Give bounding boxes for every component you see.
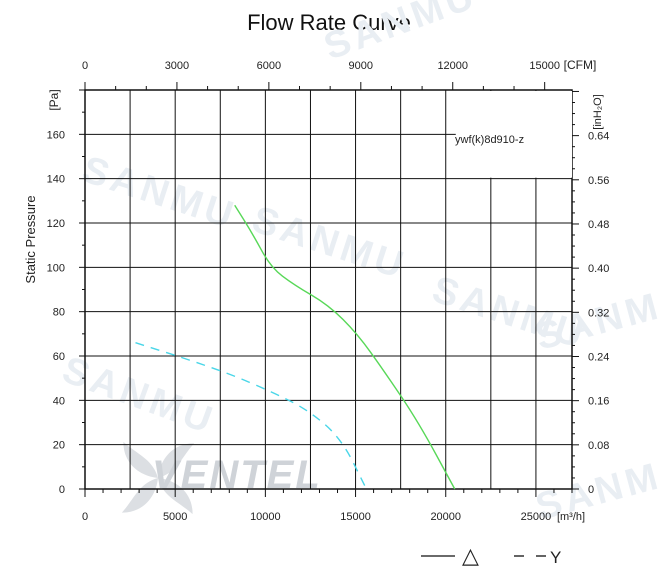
y-tick-label: 20	[53, 440, 65, 452]
y-tick-label: 160	[47, 129, 65, 141]
x2-tick-label: 15000	[529, 60, 560, 72]
y-tick-label: 140	[47, 174, 65, 186]
ventel-logo: VENTEL	[121, 441, 322, 515]
x2-tick-label: 3000	[165, 60, 189, 72]
ventel-wordmark: VENTEL	[152, 453, 322, 497]
model-label: ywf(k)8d910-z	[455, 134, 524, 146]
series-triangle-line	[234, 204, 456, 490]
grid-lines	[85, 90, 572, 489]
y-axis-title: Static Pressure	[23, 195, 38, 283]
y2-tick-label: 0.40	[588, 263, 609, 275]
x2-tick-label: 9000	[349, 60, 373, 72]
y2-tick-label: 0.16	[588, 396, 609, 408]
y2-tick-label: 0	[588, 484, 594, 496]
x-tick-label: 25000	[521, 511, 552, 523]
x-tick-label: 0	[82, 511, 88, 523]
y-tick-label: 120	[47, 218, 65, 230]
fan-blade	[121, 478, 158, 513]
series-lines	[135, 204, 456, 490]
y-tick-label: 60	[53, 351, 65, 363]
fan-blade	[123, 441, 158, 478]
y2-unit-label: [inH₂O]	[592, 94, 604, 129]
y2-tick-label: 0.56	[588, 175, 609, 187]
y-tick-label: 0	[59, 484, 65, 496]
y2-tick-label: 0.32	[588, 307, 609, 319]
chart-title: Flow Rate Curve	[247, 10, 411, 35]
x2-tick-label: 0	[82, 60, 88, 72]
x-tick-label: 10000	[250, 511, 281, 523]
y2-tick-label: 0.64	[588, 131, 609, 143]
legend-triangle-label: △	[462, 543, 479, 568]
model-label-box	[455, 91, 572, 178]
x2-tick-label: 12000	[437, 60, 468, 72]
x2-unit-label: [CFM]	[564, 58, 597, 72]
tick-labels: 0 5000 10000 15000 20000 25000 0 20 40 60 80 100 120…	[23, 58, 609, 523]
fan-blade	[158, 443, 195, 478]
sanmu-watermark: SANMU	[247, 199, 412, 288]
legend: △ Y	[421, 543, 561, 568]
axis-ticks	[79, 82, 579, 497]
y-tick-label: 40	[53, 395, 65, 407]
y-tick-label: 80	[53, 307, 65, 319]
sanmu-watermark: SANMU	[77, 149, 242, 238]
x-unit-label: [m³/h]	[557, 511, 585, 523]
y2-tick-label: 0.48	[588, 219, 609, 231]
x-tick-label: 20000	[430, 511, 461, 523]
y2-tick-label: 0.24	[588, 351, 609, 363]
y-unit-label: [Pa]	[47, 89, 61, 110]
annotations: ywf(k)8d910-z	[455, 91, 572, 178]
sanmu-watermark: SANMU	[57, 349, 221, 443]
x2-tick-label: 6000	[257, 60, 281, 72]
legend-y-label: Y	[550, 548, 561, 567]
x-tick-label: 15000	[340, 511, 371, 523]
x-tick-label: 5000	[163, 511, 187, 523]
y2-tick-label: 0.08	[588, 440, 609, 452]
y-tick-label: 100	[47, 262, 65, 274]
sanmu-watermark: SANMU	[319, 0, 483, 68]
